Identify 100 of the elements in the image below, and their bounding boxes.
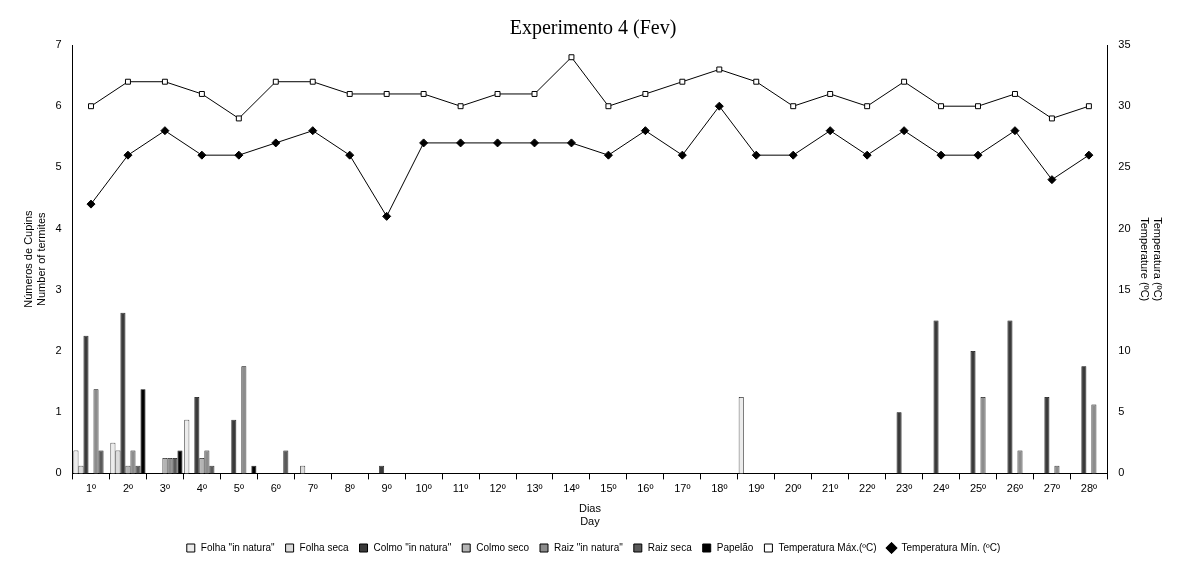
point [753,78,760,85]
y-tick-label: 3 [55,282,62,295]
y2-tick-label: 5 [1118,405,1125,418]
y2-tick-label: 30 [1118,99,1131,112]
point [198,90,205,97]
x-tick-label: 23º [895,482,913,495]
point [456,138,466,148]
y2-tick-label: 25 [1118,160,1131,173]
x-tick-label: 24º [932,482,950,495]
y-tick-label: 5 [55,160,62,173]
x-tick-label: 1º [85,482,97,495]
x-tick-label: 3º [159,482,170,495]
y-tick-label: 0 [55,466,62,479]
x-tick-label: 14º [563,482,580,495]
x-tick-label: 4º [196,482,207,495]
y2-tick-label: 0 [1118,466,1125,479]
y-tick-label: 1 [55,405,62,418]
point [790,103,797,110]
x-tick-label: 10º [415,482,432,495]
point [864,103,871,110]
x-tick-label: 18º [711,482,728,495]
x-tick-label: 19º [748,482,765,495]
x-tick-label: 15º [600,482,617,495]
x-tick-label: 21º [822,482,839,495]
point [827,90,834,97]
point [936,150,946,160]
x-tick-label: 22º [859,482,876,495]
legend-label: Colmo seco [476,541,530,553]
x-axis-title: Dias Day [578,502,602,528]
point [566,138,576,148]
point [234,150,244,160]
y-tick-label: 6 [55,99,62,112]
point [901,78,908,85]
point [235,115,242,122]
x-tick-label: 5º [233,482,244,495]
legend-label: Temperatura Máx.(ºC) [778,541,877,553]
point [788,150,798,160]
point [1047,175,1057,185]
point [160,126,170,136]
point [714,101,724,111]
point [938,103,945,110]
x-tick-label: 11º [452,482,469,495]
point [383,90,390,97]
legend-label: Folha seca [299,541,349,553]
point [88,103,94,110]
point [716,66,723,73]
point [123,150,133,160]
point [382,211,392,221]
y2-tick-label: 15 [1118,282,1131,295]
point [862,150,872,160]
point [419,138,429,148]
y2-tick-label: 20 [1118,221,1131,234]
point [197,150,207,160]
x-tick-label: 9º [381,482,392,495]
point [605,103,612,110]
point [420,90,427,97]
x-tick-label: 7º [307,482,318,495]
point [640,126,650,136]
legend-label: Folha "in natura" [200,541,276,553]
y2-tick-label: 35 [1118,38,1131,51]
legend-label: Papelão [716,541,754,553]
point [493,138,503,148]
point [751,150,761,160]
x-tick-label: 13º [526,482,543,495]
point [677,150,687,160]
point [531,90,538,97]
x-tick-label: 17º [674,482,691,495]
x-tick-label: 28º [1080,482,1098,495]
point [457,103,464,110]
point [530,138,539,148]
chart-title: Experimento 4 (Fev) [509,16,677,40]
point [494,90,501,97]
legend-label: Colmo "in natura" [373,541,452,553]
point [679,78,686,85]
point [1048,115,1055,122]
point [973,150,983,160]
y2-tick-label: 10 [1118,344,1131,357]
x-tick-label: 25º [969,482,987,495]
x-tick-label: 8º [344,482,355,495]
point [1084,150,1094,160]
point [975,103,981,110]
y-tick-label: 7 [55,38,62,51]
y-axis-title: Números de Cupins Number of termites [21,210,47,308]
x-tick-label: 6º [270,482,281,495]
legend-label: Raiz "in natura" [554,541,624,553]
point [1010,126,1020,136]
point [124,78,131,85]
x-tick-label: 12º [489,482,506,495]
point [1011,90,1018,97]
y-tick-label: 4 [55,221,62,234]
point [1085,103,1092,110]
point [161,78,168,85]
point [825,126,835,136]
point [899,126,909,136]
point [308,126,318,136]
point [642,90,649,97]
point [309,78,316,85]
point [86,199,96,209]
point [345,150,355,160]
point [346,90,353,97]
